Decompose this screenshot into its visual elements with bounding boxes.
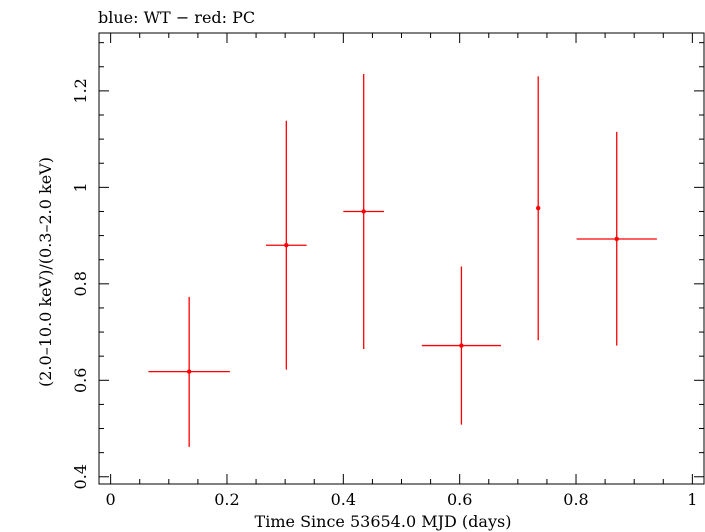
y-tick-label: 1.2 — [71, 78, 90, 103]
x-tick-label: 0.2 — [214, 490, 239, 509]
y-tick-label: 0.8 — [71, 271, 90, 296]
point-marker — [186, 369, 192, 374]
x-axis-label: Time Since 53654.0 MJD (days) — [255, 512, 512, 531]
x-tick-label: 0 — [106, 490, 116, 509]
point-marker — [459, 343, 464, 348]
data-point — [536, 76, 541, 341]
data-series — [148, 74, 657, 447]
chart-title: blue: WT − red: PC — [98, 8, 255, 27]
data-point — [421, 266, 501, 425]
point-marker — [536, 205, 541, 211]
y-tick-label: 0.6 — [71, 368, 90, 393]
point-marker — [361, 209, 366, 214]
data-point — [576, 131, 657, 346]
y-axis-label: (2.0–10.0 keV)/(0.3–2.0 keV) — [36, 157, 55, 387]
data-point — [343, 74, 385, 349]
x-tick-label: 0.8 — [563, 490, 588, 509]
data-point — [265, 120, 307, 370]
point-marker — [284, 243, 289, 248]
y-tick-label: 0.4 — [71, 464, 90, 489]
point-marker — [614, 236, 619, 242]
x-tick-label: 0.6 — [447, 490, 472, 509]
x-tick-label: 0.4 — [331, 490, 356, 509]
data-point — [148, 296, 230, 447]
y-axis: 0.4 0.6 0.8 1 1.2 — [71, 42, 704, 489]
x-tick-label: 1 — [687, 490, 697, 509]
y-tick-label: 1 — [71, 182, 90, 192]
x-axis: 0 0.2 0.4 0.6 0.8 1 — [106, 33, 697, 509]
